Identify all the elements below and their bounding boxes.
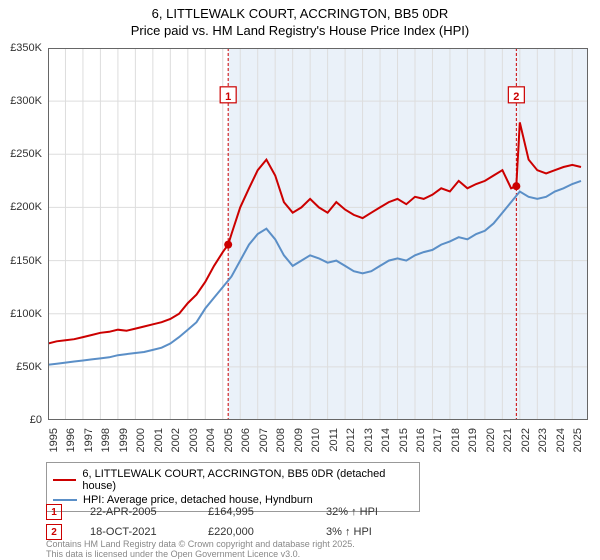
chart-container: 6, LITTLEWALK COURT, ACCRINGTON, BB5 0DR… <box>0 0 600 560</box>
marker-id-box: 2 <box>46 524 62 540</box>
plot-area: 12 <box>48 48 588 420</box>
x-tick-label: 2017 <box>432 428 444 452</box>
x-tick-label: 2005 <box>223 428 235 452</box>
y-axis: £0£50K£100K£150K£200K£250K£300K£350K <box>0 48 44 420</box>
x-tick-label: 2007 <box>258 428 270 452</box>
x-tick-label: 2023 <box>537 428 549 452</box>
y-tick-label: £100K <box>10 308 42 320</box>
x-tick-label: 2010 <box>310 428 322 452</box>
marker-pct: 3% ↑ HPI <box>326 526 416 538</box>
svg-text:2: 2 <box>513 91 519 103</box>
x-tick-label: 1995 <box>48 428 60 452</box>
x-tick-label: 2020 <box>485 428 497 452</box>
x-tick-label: 2019 <box>467 428 479 452</box>
marker-price: £220,000 <box>208 526 298 538</box>
marker-date: 22-APR-2005 <box>90 506 180 518</box>
legend-row-price-paid: 6, LITTLEWALK COURT, ACCRINGTON, BB5 0DR… <box>53 467 413 493</box>
marker-id-box: 1 <box>46 504 62 520</box>
marker-date: 18-OCT-2021 <box>90 526 180 538</box>
x-tick-label: 1999 <box>118 428 130 452</box>
y-tick-label: £300K <box>10 95 42 107</box>
x-tick-label: 2015 <box>398 428 410 452</box>
x-tick-label: 1998 <box>100 428 112 452</box>
title-line-2: Price paid vs. HM Land Registry's House … <box>0 23 600 40</box>
y-tick-label: £200K <box>10 201 42 213</box>
x-tick-label: 2011 <box>328 428 340 452</box>
y-tick-label: £0 <box>30 414 42 426</box>
x-tick-label: 2000 <box>135 428 147 452</box>
marker-price: £164,995 <box>208 506 298 518</box>
y-tick-label: £150K <box>10 255 42 267</box>
footer-line-2: This data is licensed under the Open Gov… <box>46 550 355 560</box>
title-line-1: 6, LITTLEWALK COURT, ACCRINGTON, BB5 0DR <box>0 6 600 23</box>
x-tick-label: 2014 <box>380 428 392 452</box>
x-tick-label: 2004 <box>205 428 217 452</box>
marker-pct: 32% ↑ HPI <box>326 506 416 518</box>
title-block: 6, LITTLEWALK COURT, ACCRINGTON, BB5 0DR… <box>0 0 600 40</box>
y-tick-label: £350K <box>10 42 42 54</box>
footer-attribution: Contains HM Land Registry data © Crown c… <box>46 540 355 560</box>
x-axis: 1995 1996 1997 1998 1999 2000 2001 2002 2003 2004… <box>48 424 588 464</box>
x-tick-label: 2024 <box>555 428 567 452</box>
svg-text:1: 1 <box>225 91 231 103</box>
y-tick-label: £250K <box>10 148 42 160</box>
x-tick-label: 2001 <box>153 428 165 452</box>
x-tick-label: 2002 <box>170 428 182 452</box>
x-tick-label: 2003 <box>188 428 200 452</box>
x-tick-label: 2008 <box>275 428 287 452</box>
x-tick-label: 2006 <box>240 428 252 452</box>
chart-svg: 12 <box>48 48 588 420</box>
marker-row: 1 22-APR-2005 £164,995 32% ↑ HPI <box>46 502 416 522</box>
x-tick-label: 1996 <box>65 428 77 452</box>
x-tick-label: 2012 <box>345 428 357 452</box>
x-tick-label: 2025 <box>572 428 584 452</box>
x-tick-label: 2021 <box>502 428 514 452</box>
x-tick-label: 2009 <box>293 428 305 452</box>
x-tick-label: 1997 <box>83 428 95 452</box>
legend-swatch-hpi <box>53 499 77 501</box>
legend-swatch-price-paid <box>53 479 76 481</box>
x-tick-label: 2018 <box>450 428 462 452</box>
x-tick-label: 2013 <box>363 428 375 452</box>
x-tick-label: 2016 <box>415 428 427 452</box>
x-tick-label: 2022 <box>520 428 532 452</box>
legend-label-price-paid: 6, LITTLEWALK COURT, ACCRINGTON, BB5 0DR… <box>82 468 413 492</box>
marker-table: 1 22-APR-2005 £164,995 32% ↑ HPI 2 18-OCT-202… <box>46 502 416 542</box>
y-tick-label: £50K <box>16 361 42 373</box>
